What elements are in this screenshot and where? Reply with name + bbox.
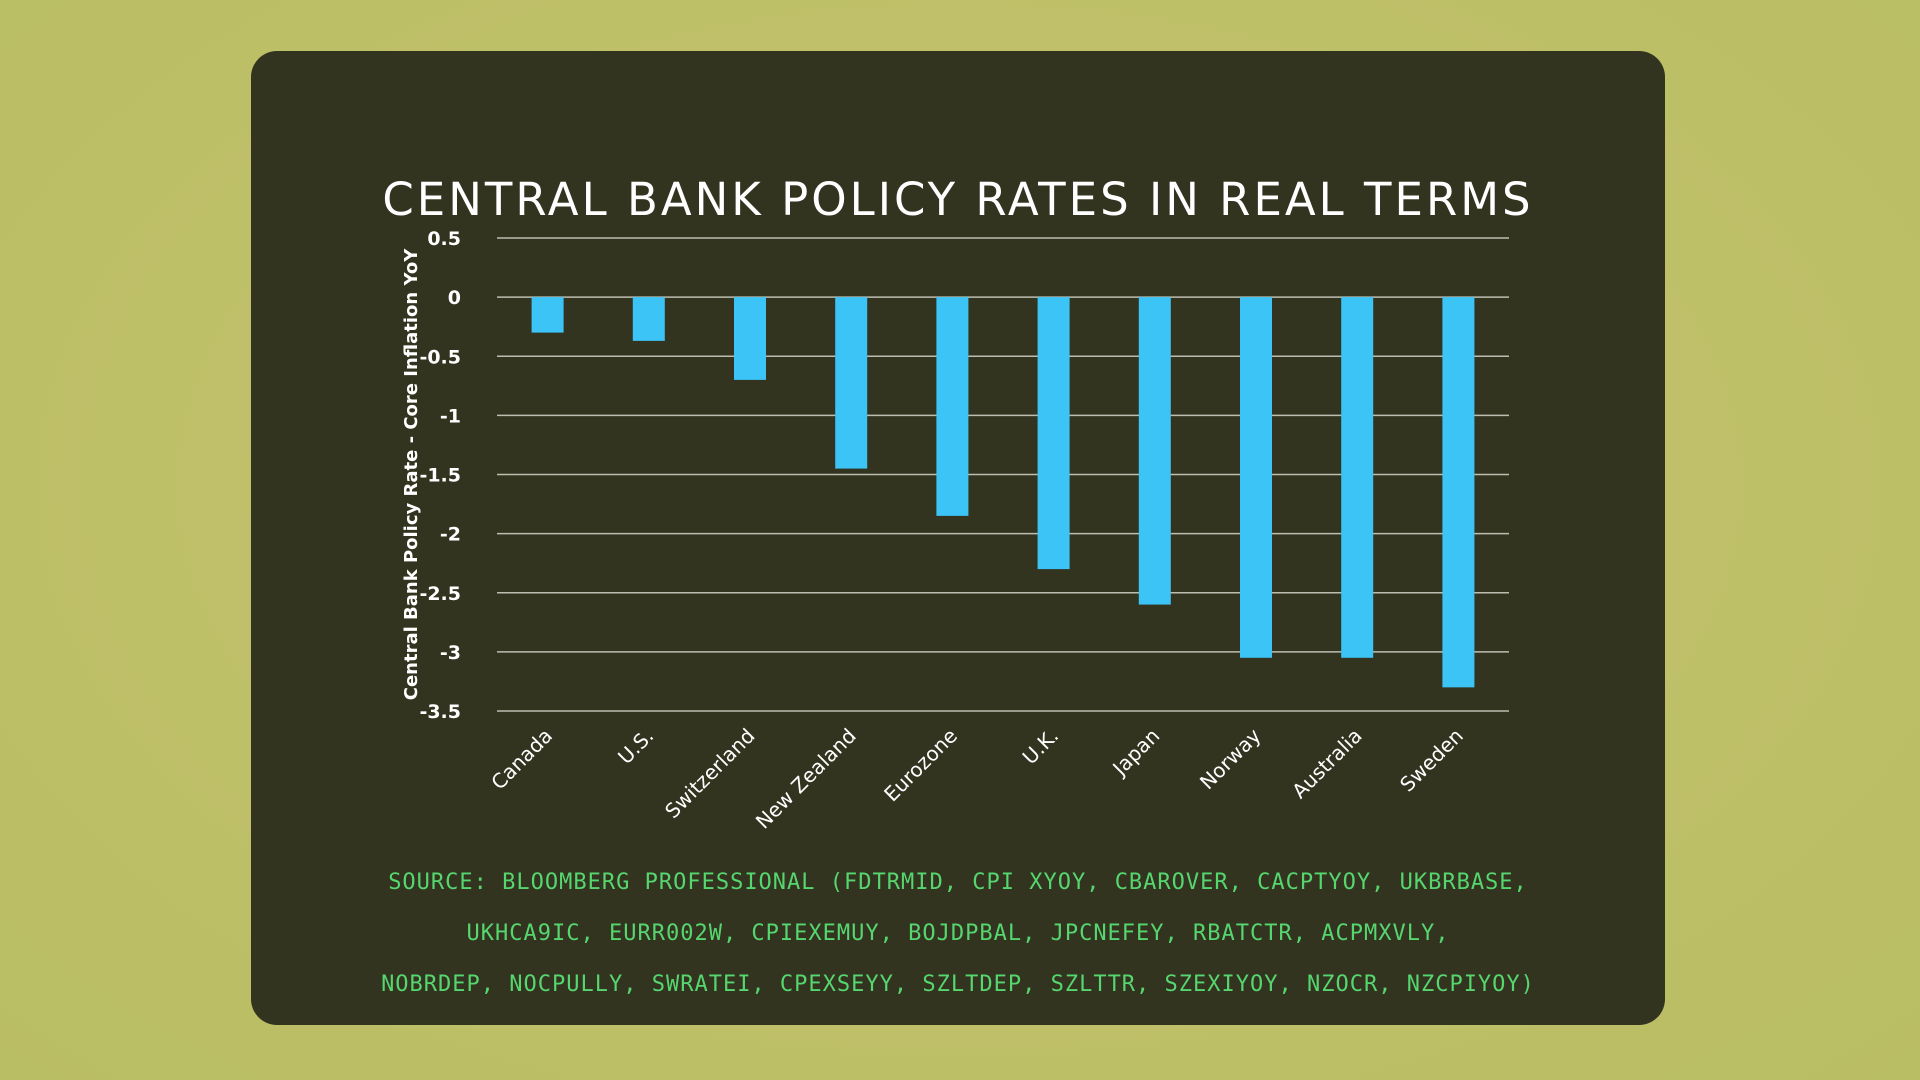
y-axis-title: Central Bank Policy Rate - Core Inflatio… (401, 248, 422, 701)
y-tick-label: -3.5 (419, 701, 461, 723)
bar (1037, 297, 1070, 570)
chart-card: CENTRAL BANK POLICY RATES IN REAL TERMS … (251, 51, 1665, 1025)
y-tick-label: -1.5 (419, 465, 461, 487)
source-line-3: NOBRDEP, NOCPULLY, SWRATEI, CPEXSEYY, SZ… (381, 972, 1535, 997)
gridlines (497, 237, 1509, 712)
source-note: SOURCE: BLOOMBERG PROFESSIONAL (FDTRMID,… (291, 857, 1625, 1010)
bar (734, 297, 766, 380)
bar (1442, 297, 1475, 688)
bar (531, 297, 564, 333)
x-category-label: U.S. (613, 724, 658, 769)
bar (1240, 297, 1272, 658)
bars (531, 297, 1475, 688)
x-category-label: Australia (1287, 724, 1367, 804)
x-category-label: Eurozone (879, 724, 962, 807)
x-category-label: Sweden (1395, 724, 1468, 797)
chart-title: CENTRAL BANK POLICY RATES IN REAL TERMS (382, 173, 1534, 226)
x-category-label: Norway (1195, 723, 1266, 794)
bar (936, 297, 969, 516)
y-tick-label: 0 (448, 287, 461, 309)
x-category-label: Switzerland (660, 724, 759, 823)
bar (835, 297, 868, 469)
source-line-2: UKHCA9IC, EURR002W, CPIEXEMUY, BOJDPBAL,… (466, 921, 1450, 946)
x-category-label: Canada (486, 724, 557, 795)
y-tick-label: 0.5 (427, 228, 461, 250)
bar (1341, 297, 1374, 658)
y-tick-label: -2 (440, 524, 461, 546)
x-category-label: U.K. (1018, 724, 1064, 770)
source-line-1: SOURCE: BLOOMBERG PROFESSIONAL (FDTRMID,… (388, 870, 1528, 895)
y-tick-label: -3 (440, 642, 461, 664)
x-category-label: New Zealand (751, 724, 861, 834)
y-tick-label: -0.5 (419, 346, 461, 368)
y-tick-label: -1 (440, 405, 461, 427)
y-axis-ticks: 0.5 0 -0.5 -1 -1.5 -2 -2.5 -3 -3.5 (419, 228, 461, 723)
bar-chart: 0.5 0 -0.5 -1 -1.5 -2 -2.5 -3 -3.5 Canada U.S. Swi… (401, 228, 1509, 833)
bar (1138, 297, 1171, 605)
y-tick-label: -2.5 (419, 583, 461, 605)
x-category-label: Japan (1107, 724, 1165, 782)
bar (632, 297, 665, 341)
